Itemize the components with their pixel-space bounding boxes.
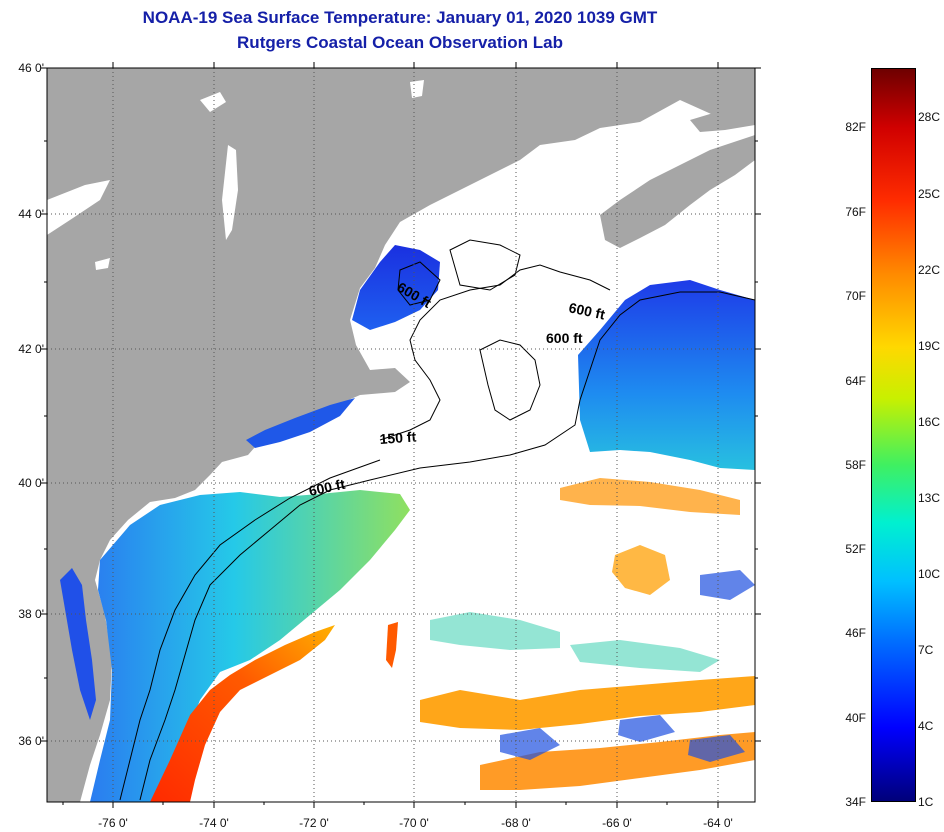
colorbar-c-16: 16C: [918, 415, 941, 429]
colorbar-f-52: 52F: [845, 542, 866, 556]
contour-label-150ft: 150 ft: [379, 428, 417, 447]
temperature-colorbar: [871, 68, 916, 802]
axis-ticks: [41, 62, 761, 808]
map-subtitle: Rutgers Coastal Ocean Observation Lab: [237, 33, 563, 52]
lat-label-40: 40 0': [18, 476, 44, 490]
colorbar-c-13: 13C: [918, 491, 941, 505]
lon-label-68: -68 0': [501, 816, 531, 830]
chesapeake-bay: [60, 568, 96, 720]
coastal-cold-water: [246, 398, 355, 448]
colorbar-f-34: 34F: [845, 795, 866, 809]
bathymetry-contours: [119, 239, 755, 801]
colorbar-c-4: 4C: [918, 719, 934, 733]
mid-atlantic-shelf-water: [90, 490, 410, 802]
colorbar-f-46: 46F: [845, 626, 866, 640]
contour-label-600ft-2: 600 ft: [567, 299, 606, 322]
colorbar-f-70: 70F: [845, 289, 866, 303]
lon-label-64: -64 0': [703, 816, 733, 830]
lon-label-70: -70 0': [399, 816, 429, 830]
colorbar-c-1: 1C: [918, 795, 934, 809]
lon-label-76: -76 0': [98, 816, 128, 830]
colorbar-f-82: 82F: [845, 120, 866, 134]
scotian-shelf-water: [578, 280, 755, 470]
lon-label-66: -66 0': [602, 816, 632, 830]
colorbar-c-10: 10C: [918, 567, 941, 581]
lake-ontario-edge: [47, 180, 110, 235]
gulf-stream-hot-water: [150, 625, 335, 802]
colorbar-c-7: 7C: [918, 643, 934, 657]
warm-eddy: [612, 545, 670, 595]
lon-label-74: -74 0': [199, 816, 229, 830]
map-frame: [46, 67, 756, 803]
colorbar-c-28: 28C: [918, 110, 941, 124]
colorbar-f-58: 58F: [845, 458, 866, 472]
warm-patches: [560, 478, 740, 515]
colorbar-c-19: 19C: [918, 339, 941, 353]
contour-label-600ft-4: 600 ft: [307, 476, 346, 499]
colorbar-c-25: 25C: [918, 187, 941, 201]
warm-filament-1: [420, 676, 755, 730]
lake-champlain: [222, 145, 238, 240]
land-nova-scotia: [600, 135, 755, 248]
land-us-east: [47, 68, 755, 802]
mid-temp-patches: [430, 612, 720, 672]
cool-patches-southeast: [500, 570, 755, 762]
contour-label-600ft-3: 600 ft: [546, 330, 583, 346]
lake-small-2: [410, 80, 424, 98]
land-pei: [690, 108, 755, 132]
map-title: NOAA-19 Sea Surface Temperature: January…: [142, 8, 658, 27]
lon-label-72: -72 0': [299, 816, 329, 830]
colorbar-f-76: 76F: [845, 205, 866, 219]
lat-label-38: 38 0': [18, 607, 44, 621]
colorbar-c-22: 22C: [918, 263, 941, 277]
lat-label-42: 42 0': [18, 342, 44, 356]
lat-label-44: 44 0': [18, 207, 44, 221]
lat-label-46: 46 0': [18, 61, 44, 75]
colorbar-f-40: 40F: [845, 711, 866, 725]
colorbar-f-64: 64F: [845, 374, 866, 388]
lat-label-36: 36 0': [18, 734, 44, 748]
lake-small-3: [95, 258, 110, 270]
lake-small-1: [200, 92, 226, 112]
gulf-of-maine-cold-water: [352, 245, 440, 330]
warm-streak: [386, 622, 398, 668]
